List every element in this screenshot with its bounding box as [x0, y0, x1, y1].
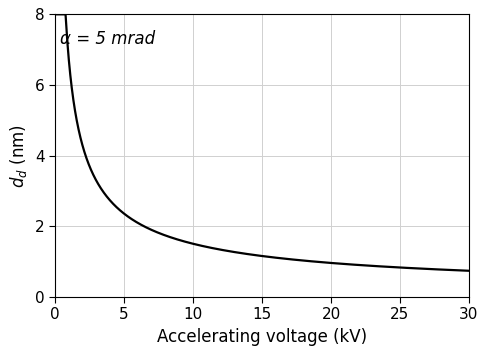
- Y-axis label: $d_d$ (nm): $d_d$ (nm): [8, 124, 29, 188]
- X-axis label: Accelerating voltage (kV): Accelerating voltage (kV): [157, 328, 367, 346]
- Text: α = 5 mrad: α = 5 mrad: [60, 30, 155, 48]
